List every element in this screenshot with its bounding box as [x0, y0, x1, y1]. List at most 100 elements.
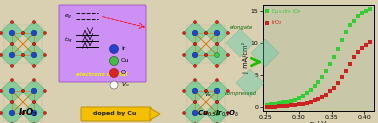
Circle shape [194, 21, 197, 24]
Circle shape [204, 111, 208, 115]
Circle shape [9, 30, 15, 36]
Circle shape [11, 101, 14, 104]
Point [319, 76, 325, 78]
Circle shape [22, 89, 25, 92]
Polygon shape [183, 79, 207, 103]
Circle shape [31, 110, 37, 116]
Point [315, 81, 321, 83]
Circle shape [9, 110, 15, 116]
Text: IrO$_2$: IrO$_2$ [271, 18, 283, 27]
Circle shape [110, 69, 118, 77]
Circle shape [43, 89, 46, 92]
Point [264, 10, 270, 12]
Text: IrO$_2$: IrO$_2$ [18, 107, 38, 119]
Text: Cu$_{0.3}$Ir$_{0.7}$O$_\delta$: Cu$_{0.3}$Ir$_{0.7}$O$_\delta$ [197, 109, 239, 119]
Circle shape [226, 111, 229, 115]
FancyBboxPatch shape [59, 5, 146, 82]
Point [288, 100, 294, 102]
Point [304, 92, 310, 94]
Polygon shape [22, 101, 46, 123]
Text: $V_o$: $V_o$ [204, 91, 212, 100]
Circle shape [22, 54, 25, 57]
Y-axis label: j  mA/cm²: j mA/cm² [242, 42, 249, 74]
Text: O: O [121, 70, 126, 76]
Circle shape [215, 42, 218, 45]
Point [288, 104, 294, 106]
Circle shape [215, 79, 218, 82]
Point [339, 39, 345, 41]
Point [319, 96, 325, 98]
Circle shape [192, 110, 198, 116]
Point [343, 70, 349, 72]
Polygon shape [183, 21, 207, 45]
Circle shape [43, 111, 46, 115]
Circle shape [204, 54, 208, 57]
Point [308, 89, 314, 91]
Polygon shape [205, 79, 229, 103]
Circle shape [226, 54, 229, 57]
Polygon shape [22, 21, 46, 45]
Point [272, 106, 278, 108]
Circle shape [11, 21, 14, 24]
Point [264, 106, 270, 108]
Polygon shape [205, 43, 229, 67]
Circle shape [214, 88, 220, 94]
Circle shape [110, 45, 118, 54]
Circle shape [226, 31, 229, 35]
Point [363, 44, 369, 46]
Circle shape [183, 54, 186, 57]
Point [335, 47, 341, 49]
Text: electrons orbital: electrons orbital [76, 72, 128, 77]
Point [331, 56, 337, 58]
Circle shape [33, 21, 36, 24]
Polygon shape [0, 21, 24, 45]
Polygon shape [236, 69, 264, 97]
Polygon shape [251, 39, 279, 67]
Circle shape [194, 43, 197, 46]
Circle shape [110, 56, 118, 66]
Point [264, 104, 270, 106]
Circle shape [194, 100, 197, 103]
Text: $V_o$: $V_o$ [121, 81, 130, 89]
Text: compressed: compressed [225, 91, 257, 95]
Circle shape [215, 21, 218, 24]
Polygon shape [0, 43, 24, 67]
FancyArrowPatch shape [251, 58, 259, 66]
Polygon shape [183, 101, 207, 123]
Circle shape [22, 89, 25, 92]
Point [280, 105, 286, 107]
Point [300, 103, 306, 105]
Text: Ir: Ir [121, 46, 125, 52]
Polygon shape [0, 101, 24, 123]
Circle shape [194, 122, 197, 123]
Circle shape [31, 30, 37, 36]
Point [323, 94, 329, 96]
Circle shape [204, 54, 208, 57]
Point [323, 70, 329, 72]
Circle shape [0, 31, 3, 35]
Polygon shape [183, 43, 207, 67]
Point [280, 101, 286, 103]
Polygon shape [150, 108, 160, 120]
Circle shape [33, 43, 36, 46]
Point [343, 31, 349, 33]
Circle shape [0, 111, 3, 115]
Circle shape [33, 64, 36, 67]
FancyBboxPatch shape [81, 107, 151, 121]
Point [311, 85, 318, 87]
Point [355, 15, 361, 17]
Circle shape [204, 111, 208, 115]
Circle shape [194, 64, 197, 67]
Text: $e_g$: $e_g$ [64, 12, 73, 22]
Circle shape [192, 88, 198, 94]
Circle shape [183, 111, 186, 115]
Point [327, 63, 333, 65]
Point [292, 104, 298, 106]
Circle shape [183, 31, 186, 35]
Circle shape [215, 100, 218, 103]
Circle shape [33, 79, 36, 82]
Point [327, 91, 333, 92]
Circle shape [194, 79, 197, 82]
Circle shape [22, 31, 25, 35]
Point [367, 8, 373, 10]
